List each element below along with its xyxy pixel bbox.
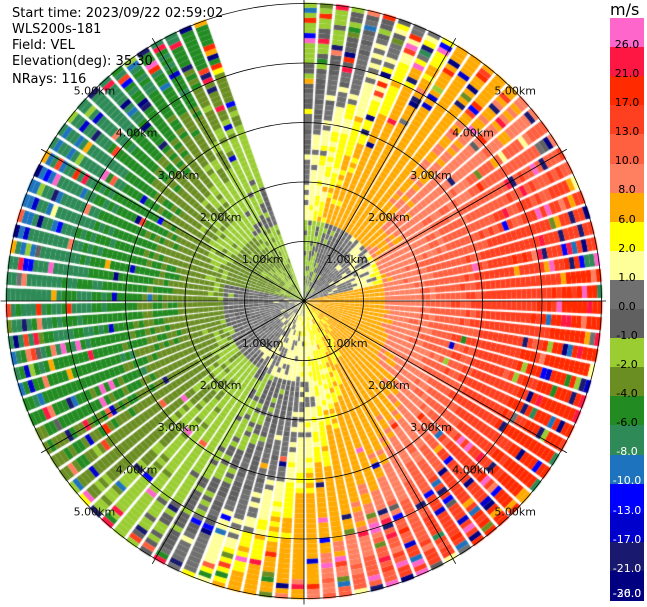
range-ring-label: 4.00km [116,463,158,476]
range-ring-label: 5.00km [74,505,116,518]
range-ring-label: 2.00km [368,211,410,224]
colorbar-tick-label: 13.0 [614,125,640,139]
colorbar-cell [610,425,644,456]
azimuth-spoke [303,300,457,564]
azimuth-spoke [303,300,567,454]
azimuth-spoke [41,148,305,302]
range-ring-label: 2.00km [200,379,242,392]
colorbar-tick-label: 26.0 [614,37,640,51]
colorbar-tick-label: -26.0 [612,587,642,600]
colorbar-tick-label: -4.0 [616,387,638,401]
elevation-text: Elevation(deg): 35.30 [12,54,153,69]
azimuth-spoke [303,148,567,302]
colorbar-tick-label: -13.0 [612,503,642,517]
colorbar-tick-label: 10.0 [614,154,640,168]
range-ring-label: 1.00km [242,337,284,350]
colorbar-cell [610,541,644,572]
range-ring-label: 5.00km [74,85,116,98]
range-ring-overlay: 1.00km 1.00km 1.00km 1.00km 2.00km 2.00km 2.00… [0,0,606,605]
colorbar-tick-label: -30.0 [612,587,642,600]
colorbar-cell [610,105,644,135]
range-ring-label: 5.00km [494,85,536,98]
range-ring-label: 1.00km [326,253,368,266]
colorbar-cell [610,47,644,77]
azimuth-spoke [151,300,305,564]
range-ring-label: 3.00km [158,169,200,182]
field-text: Field: VEL [12,38,75,53]
colorbar-cell [610,163,644,194]
range-ring-label: 3.00km [410,421,452,434]
range-ring-label: 3.00km [158,421,200,434]
colorbar-tick-label: -1.0 [616,328,638,342]
colorbar-cell [610,250,644,281]
colorbar-cell [610,396,644,426]
colorbar-cell [610,512,644,543]
colorbar-cell [610,454,644,485]
colorbar-cell [610,570,644,601]
range-ring-label: 4.00km [116,127,158,140]
colorbar-unit: m/s [610,0,640,19]
range-ring-label: 4.00km [452,127,494,140]
colorbar-cell [610,76,644,106]
colorbar-cell [610,309,644,339]
colorbar-tick-label: 8.0 [618,183,636,197]
colorbar-tick-label: -8.0 [616,445,638,459]
colorbar-tick-label: -21.0 [612,561,642,575]
azimuth-spoke [151,38,305,302]
colorbar-cell [610,338,644,368]
azimuth-spoke [41,300,305,454]
colorbar-cell [610,367,644,397]
colorbar-cell [610,221,644,252]
instrument-text: WLS200s-181 [12,22,102,37]
range-ring-label: 2.00km [200,211,242,224]
start-time-text: Start time: 2023/09/22 02:59:02 [12,6,224,21]
range-ring-label: 4.00km [452,463,494,476]
range-ring-label: 1.00km [242,253,284,266]
colorbar-cell [610,18,644,48]
range-ring-label: 1.00km [326,337,368,350]
colorbar-tick-label: -17.0 [612,532,642,546]
nrays-text: NRays: 116 [12,72,87,87]
colorbar-tick-label: 6.0 [618,212,636,226]
colorbar-tick-label: -2.0 [616,358,638,372]
colorbar-cell [610,134,644,165]
range-ring-label: 3.00km [410,169,452,182]
colorbar-tick-label: 2.0 [618,241,636,255]
range-ring-label: 2.00km [368,379,410,392]
range-ring-label: 5.00km [494,505,536,518]
azimuth-spoke [303,38,457,302]
colorbar-cell [610,279,644,310]
colorbar-tick-label: -6.0 [616,416,638,430]
colorbar-cell [610,483,644,514]
colorbar-cell [610,192,644,223]
colorbar-tick-label: 17.0 [614,96,640,110]
colorbar-tick-label: -10.0 [612,474,642,488]
colorbar-tick-label: 1.0 [618,270,636,284]
colorbar-tick-label: 21.0 [614,67,640,81]
colorbar-tick-label: 0.0 [618,299,636,313]
